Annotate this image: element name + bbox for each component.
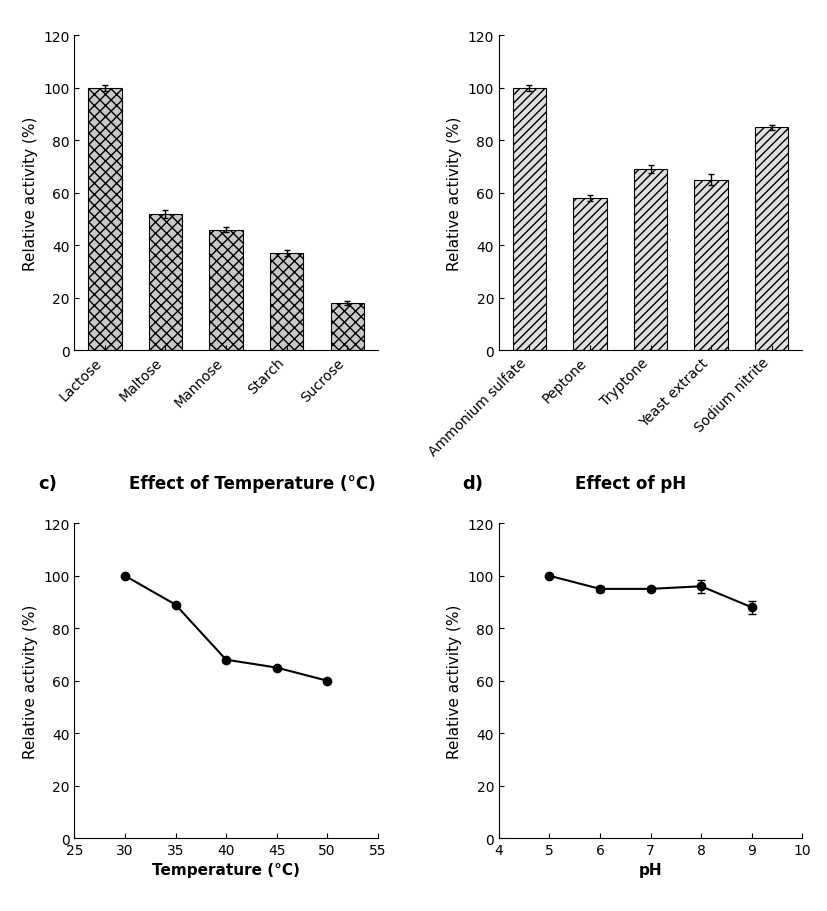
- Bar: [634, 170, 667, 351]
- Y-axis label: Relative activity (%): Relative activity (%): [22, 117, 38, 271]
- Bar: [331, 303, 364, 351]
- Bar: [270, 254, 304, 351]
- Bar: [513, 89, 546, 351]
- Bar: [573, 199, 607, 351]
- Text: Effect of Temperature (°C): Effect of Temperature (°C): [129, 475, 375, 492]
- X-axis label: Temperature (°C): Temperature (°C): [152, 863, 300, 877]
- Bar: [149, 215, 182, 351]
- Text: Effect of pH: Effect of pH: [575, 475, 686, 492]
- Text: d): d): [462, 475, 484, 492]
- X-axis label: pH: pH: [638, 863, 662, 877]
- Y-axis label: Relative activity (%): Relative activity (%): [22, 604, 38, 758]
- Text: c): c): [38, 475, 57, 492]
- Y-axis label: Relative activity (%): Relative activity (%): [447, 604, 462, 758]
- Y-axis label: Relative activity (%): Relative activity (%): [447, 117, 462, 271]
- Bar: [695, 180, 728, 351]
- Bar: [88, 89, 122, 351]
- Bar: [755, 128, 788, 351]
- Bar: [209, 230, 242, 351]
